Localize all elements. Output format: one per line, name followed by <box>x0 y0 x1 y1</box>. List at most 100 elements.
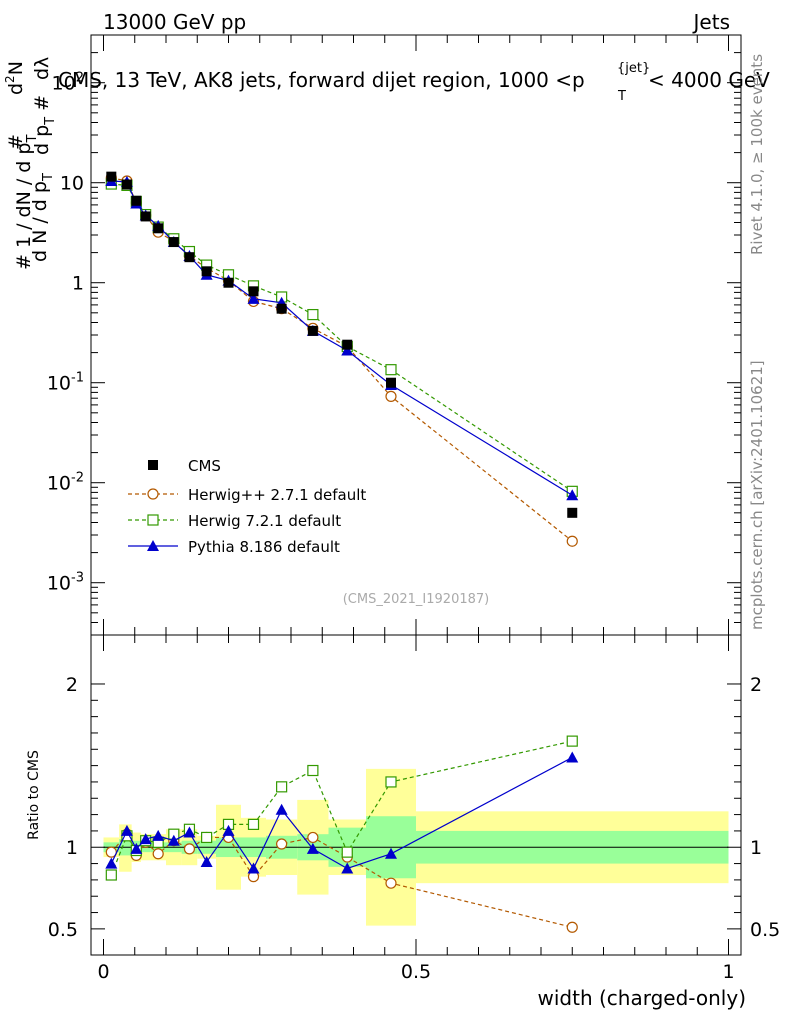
ratio-data-point <box>152 848 164 860</box>
plot-title-sub: T <box>617 89 626 104</box>
main-data-point <box>567 507 578 518</box>
main-data-point <box>184 252 195 263</box>
main-data-point <box>140 211 151 222</box>
analysis-id-label: (CMS_2021_I1920187) <box>343 592 490 607</box>
main-data-point <box>201 266 212 277</box>
ratio-ylabel: Ratio to CMS <box>26 750 42 840</box>
legend: CMS Herwig++ 2.7.1 default Herwig 7.2.1 … <box>128 457 366 556</box>
legend-cms-label: CMS <box>188 457 221 475</box>
x-tick-label: 0 <box>97 961 109 983</box>
legend-cms-marker <box>148 460 158 470</box>
main-y-tick-label: 1 <box>72 273 84 295</box>
plot-title-main: CMS, 13 TeV, AK8 jets, forward dijet reg… <box>58 68 585 92</box>
main-series-cms <box>106 171 578 518</box>
ratio-data-point <box>130 842 143 854</box>
legend-pythia: Pythia 8.186 default <box>128 538 340 556</box>
legend-pythia-label: Pythia 8.186 default <box>188 538 340 556</box>
ylabel-line2: d N / d pT <box>29 173 56 262</box>
ratio-y-tick-label: 1 <box>66 837 78 859</box>
main-data-point <box>342 339 353 350</box>
main-series-line <box>111 183 573 492</box>
legend-herwig7: Herwig 7.2.1 default <box>128 512 341 530</box>
x-tick-label: 1 <box>722 961 734 983</box>
ratio-y-tick-label-right: 0.5 <box>750 919 780 941</box>
ratio-data-point <box>201 831 213 844</box>
main-data-point <box>131 195 142 206</box>
ratio-data-point <box>105 869 117 881</box>
legend-herwigpp-label: Herwig++ 2.7.1 default <box>188 486 366 504</box>
main-data <box>105 171 579 547</box>
legend-herwigpp: Herwig++ 2.7.1 default <box>128 486 366 504</box>
main-series-line <box>111 180 573 496</box>
main-y-tick-label: 10 <box>60 173 84 195</box>
legend-herwig7-marker <box>147 514 159 526</box>
legend-herwig7-label: Herwig 7.2.1 default <box>188 512 341 530</box>
ratio-data-point <box>183 826 196 838</box>
main-y-tick-label: 10-1 <box>47 371 84 395</box>
plot-title: CMS, 13 TeV, AK8 jets, forward dijet reg… <box>58 61 770 104</box>
main-series-pythia-8-186-default <box>105 175 579 501</box>
category-label: Jets <box>692 10 730 34</box>
ratio-axes: 0.5 0.5 1 1 2 2 0 0.5 1 <box>48 635 780 983</box>
legend-herwigpp-marker <box>147 488 159 500</box>
ratio-y-tick-label: 0.5 <box>48 919 78 941</box>
ratio-y-tick-label-right: 1 <box>750 837 762 859</box>
ratio-data-point <box>105 857 118 869</box>
ylabel-line4: d pT # <box>31 95 58 155</box>
main-data-point <box>307 308 319 321</box>
ratio-bands <box>103 768 729 926</box>
main-data-point <box>307 325 318 336</box>
main-data-point <box>168 237 179 248</box>
ratio-data-point <box>276 838 288 850</box>
main-data-point <box>223 277 234 288</box>
main-y-tick-label: 10-3 <box>47 571 84 595</box>
x-tick-label: 0.5 <box>401 961 431 983</box>
main-ylabel: # 1 / dN / d pT d N / d pT # d pT # d2N … <box>3 57 58 270</box>
main-y-tick-label: 10-2 <box>47 471 84 495</box>
main-data-point <box>248 286 259 297</box>
ratio-data-point <box>183 843 196 855</box>
ratio-data-point <box>120 824 133 836</box>
main-data-point <box>106 171 117 182</box>
ratio-data-point <box>566 735 578 747</box>
ratio-data-point <box>306 842 319 854</box>
ratio-data-point <box>200 855 213 867</box>
main-series-herwig-7-2-1-default <box>105 178 578 497</box>
main-data-point <box>341 344 354 356</box>
legend-pythia-marker <box>147 540 159 551</box>
plot-title-end: < 4000 GeV <box>648 68 770 92</box>
energy-label: 13000 GeV pp <box>103 10 246 34</box>
ratio-data-point <box>307 764 319 777</box>
ratio-data-point <box>341 862 354 874</box>
ylabel-line6: dλ <box>31 57 53 80</box>
rivet-version-label: Rivet 4.1.0, ≥ 100k events <box>748 54 766 255</box>
main-data-point <box>385 390 397 402</box>
ratio-series-pythia-8-186-default <box>105 751 579 874</box>
legend-cms: CMS <box>148 457 221 475</box>
ylabel-line3: # <box>5 134 27 150</box>
main-data-point <box>121 179 132 190</box>
ratio-data-point <box>247 862 260 874</box>
plot-title-sup: {jet} <box>617 61 650 76</box>
ylabel-line5: d2N <box>3 61 27 95</box>
ratio-data-point <box>566 921 578 933</box>
ratio-y-tick-label-right: 2 <box>750 674 762 696</box>
ratio-data-point <box>341 846 353 858</box>
main-data-point <box>153 223 164 234</box>
main-data-point <box>276 303 287 314</box>
ratio-y-tick-label: 2 <box>66 674 78 696</box>
ratio-data-point <box>275 803 288 815</box>
ratio-data-point <box>307 831 319 844</box>
main-data-point <box>386 377 396 388</box>
ratio-data-point <box>566 751 579 763</box>
mcplots-label: mcplots.cern.ch [arXiv:2401.10621] <box>748 360 766 630</box>
ratio-data-point <box>139 833 152 845</box>
ratio-data-point <box>385 847 397 859</box>
main-data-point <box>566 489 579 501</box>
main-data-point <box>566 535 578 547</box>
ratio-data-point <box>247 818 260 830</box>
main-data-point <box>385 364 397 376</box>
ratio-data-point <box>385 776 397 788</box>
ratio-data <box>105 735 579 933</box>
